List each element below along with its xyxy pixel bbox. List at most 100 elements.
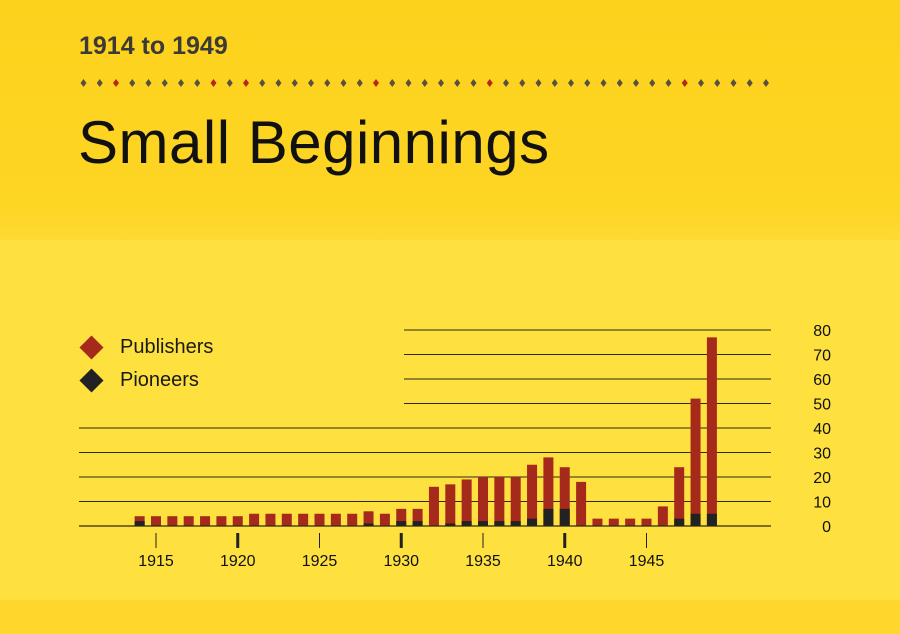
bar-publishers (396, 508, 407, 526)
bar-publishers (412, 508, 423, 526)
bar-pioneers (412, 521, 423, 526)
x-tick-label: 1925 (302, 553, 338, 570)
divider-diamond (763, 79, 769, 87)
y-tick-label: 10 (813, 495, 831, 512)
divider-diamond (730, 79, 737, 87)
legend-label: Publishers (120, 336, 214, 358)
y-tick-label: 40 (813, 421, 831, 438)
y-tick-label: 60 (813, 372, 831, 389)
divider-diamond (698, 79, 704, 87)
bar-pioneers (396, 521, 407, 526)
diamond-divider (80, 79, 769, 87)
bar-pioneers (134, 521, 145, 526)
divider-diamond (746, 79, 753, 87)
bar-publishers (625, 518, 636, 526)
bar-publishers (314, 513, 325, 526)
bar-publishers (494, 477, 505, 526)
header-band (0, 0, 900, 240)
divider-diamond (454, 79, 461, 87)
bar-pioneers (445, 523, 456, 526)
x-tick-label: 1940 (547, 553, 583, 570)
divider-diamond (194, 79, 201, 87)
x-tick-label: 1935 (465, 553, 501, 570)
bar-pioneers (559, 508, 570, 526)
bar-publishers (510, 477, 521, 526)
x-tick-label: 1930 (383, 553, 419, 570)
bar-publishers (543, 457, 554, 526)
bar-publishers (265, 513, 276, 526)
legend-pioneers: Pioneers (79, 368, 199, 393)
bar-publishers (641, 518, 652, 526)
divider-diamond (145, 79, 152, 87)
divider-diamond (405, 79, 412, 87)
bar-publishers (151, 516, 161, 526)
y-tick-label: 80 (813, 323, 831, 340)
y-tick-label: 50 (813, 397, 831, 414)
bar-publishers (706, 337, 717, 526)
bar-publishers (445, 484, 456, 526)
divider-diamond (633, 79, 639, 87)
divider-diamond (470, 79, 477, 87)
footer-band (0, 600, 900, 634)
bar-pioneers (494, 521, 505, 526)
divider-diamond (665, 79, 672, 87)
divider-diamond (568, 79, 574, 87)
bar-publishers (690, 398, 701, 526)
bar-pioneers (510, 521, 521, 526)
bar-pioneers (706, 513, 717, 526)
bar-publishers (576, 481, 587, 526)
divider-diamond (210, 79, 217, 87)
bar-pioneers (461, 521, 472, 526)
divider-diamond (503, 79, 509, 87)
bar-pioneers (363, 523, 374, 526)
bar-publishers (347, 513, 358, 526)
divider-diamond (275, 79, 282, 87)
legend-publishers: Publishers (79, 335, 214, 360)
bar-publishers (527, 464, 538, 526)
divider-diamond (438, 79, 444, 87)
bar-pioneers (543, 508, 554, 526)
bar-publishers (298, 513, 309, 526)
divider-diamond (535, 79, 542, 87)
divider-diamond (226, 79, 233, 87)
divider-diamond (486, 79, 493, 87)
divider-diamond (243, 79, 249, 87)
legend-label: Pioneers (120, 369, 199, 391)
divider-diamond (421, 79, 428, 87)
bar-publishers (249, 513, 260, 526)
bar-publishers (657, 506, 668, 526)
y-tick-label: 70 (813, 348, 831, 365)
divider-diamond (340, 79, 347, 87)
bar-pioneers (690, 513, 701, 526)
divider-diamond (551, 79, 558, 87)
bar-publishers (379, 513, 390, 526)
divider-diamond (584, 79, 591, 87)
y-tick-label: 20 (813, 470, 831, 487)
divider-diamond (616, 79, 623, 87)
divider-diamond (259, 79, 266, 87)
bar-publishers (559, 467, 570, 526)
divider-diamond (178, 79, 184, 87)
bar-publishers (167, 516, 178, 526)
divider-diamond (308, 79, 314, 87)
divider-diamond (113, 79, 119, 87)
bar-publishers (674, 467, 685, 526)
bar-publishers (363, 511, 374, 526)
divider-diamond (649, 79, 656, 87)
page-subtitle: 1914 to 1949 (79, 32, 228, 60)
bar-publishers (461, 479, 472, 526)
bar-pioneers (478, 521, 488, 526)
bar-publishers (232, 516, 243, 526)
divider-diamond (161, 79, 168, 87)
bar-publishers (428, 486, 439, 526)
y-tick-label: 30 (813, 446, 831, 463)
bar-publishers (608, 518, 619, 526)
divider-diamond (96, 79, 103, 87)
divider-diamond (373, 79, 379, 87)
y-tick-label: 0 (822, 519, 831, 536)
divider-diamond (324, 79, 331, 87)
bar-publishers (216, 516, 227, 526)
divider-diamond (356, 79, 363, 87)
bar-publishers (478, 477, 488, 526)
